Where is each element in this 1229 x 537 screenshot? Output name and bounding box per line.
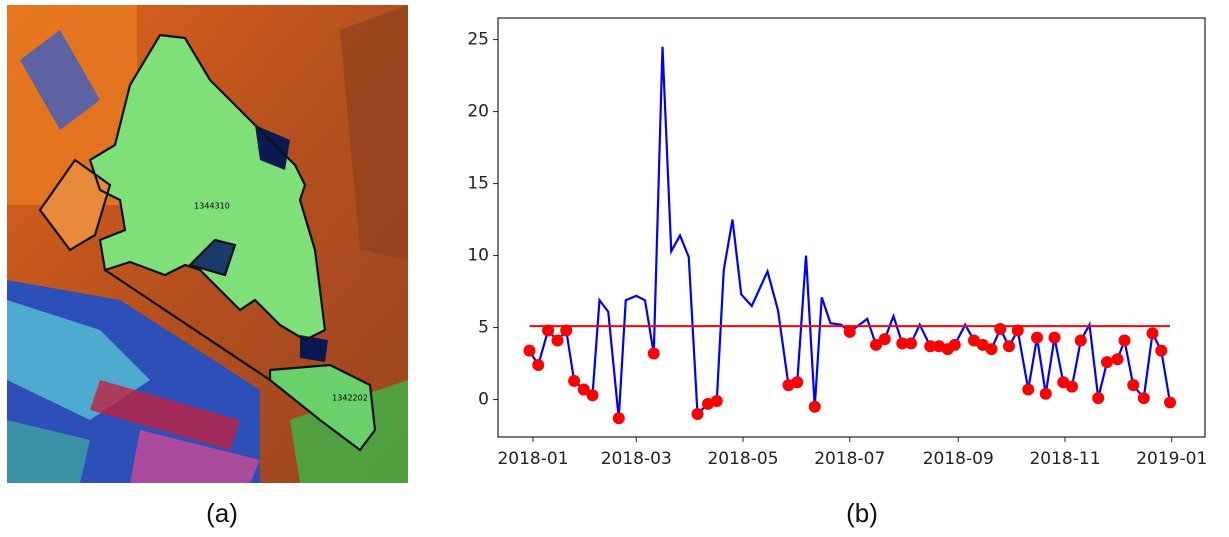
anomaly-point <box>1127 379 1140 392</box>
x-tick-label: 2018-05 <box>707 449 778 469</box>
anomaly-point <box>586 389 599 402</box>
anomaly-point <box>1092 392 1105 405</box>
anomaly-point <box>1003 340 1015 353</box>
anomaly-point <box>878 333 891 346</box>
x-tick-label: 2018-09 <box>923 449 994 469</box>
caption: (b) <box>846 498 878 528</box>
anomaly-point <box>843 325 856 338</box>
anomaly-point <box>896 337 909 350</box>
anomaly-point <box>985 343 998 356</box>
anomaly-point <box>612 412 625 425</box>
anomaly-point <box>1022 383 1035 396</box>
anomaly-point <box>791 376 804 389</box>
x-tick-label: 2018-03 <box>601 449 672 469</box>
anomaly-point <box>532 359 545 372</box>
plot-frame <box>497 17 1206 438</box>
x-tick-label: 2018-07 <box>814 449 885 469</box>
y-tick-label: 15 <box>467 174 489 194</box>
anomaly-point <box>1118 334 1131 347</box>
anomaly-point <box>1137 392 1150 405</box>
anomaly-point <box>1074 334 1087 347</box>
anomaly-point <box>710 395 723 408</box>
anomaly-point <box>1066 380 1078 393</box>
anomaly-point <box>1155 344 1168 357</box>
anomaly-point <box>1111 353 1124 366</box>
anomaly-point <box>905 337 917 350</box>
anomaly-point <box>948 338 961 351</box>
anomaly-point <box>1101 356 1113 369</box>
y-tick-label: 20 <box>467 102 489 122</box>
anomaly-point <box>924 340 937 353</box>
anomaly-point <box>808 400 821 413</box>
anomaly-point <box>870 338 882 351</box>
anomaly-point <box>560 324 573 337</box>
anomaly-point <box>691 407 704 420</box>
y-tick-label: 0 <box>478 390 489 410</box>
anomaly-point <box>551 334 564 347</box>
line-series <box>528 46 1172 419</box>
anomaly-point <box>1048 331 1061 344</box>
y-tick-label: 10 <box>467 246 489 266</box>
anomaly-point <box>647 347 660 360</box>
x-tick-label: 2018-01 <box>497 449 568 469</box>
anomaly-point <box>1164 396 1176 409</box>
caption: (a) <box>206 498 238 528</box>
parcel-label: 1342202 <box>332 394 368 403</box>
anomaly-point <box>1011 324 1024 337</box>
y-tick-label: 5 <box>478 318 489 338</box>
anomaly-point <box>1031 331 1043 344</box>
parcel-label: 1344310 <box>194 202 230 211</box>
anomaly-point <box>542 324 555 337</box>
satellite-image: 1344310 1342202 <box>7 5 408 483</box>
y-tick-label: 25 <box>467 30 489 50</box>
anomaly-point <box>1146 327 1159 340</box>
anomaly-point <box>577 383 590 396</box>
x-tick-label: 2018-11 <box>1029 449 1100 469</box>
x-tick-label: 2019-01 <box>1136 449 1207 469</box>
anomaly-point <box>523 344 536 357</box>
anomaly-point <box>1039 387 1052 400</box>
anomaly-point <box>994 323 1007 336</box>
anomaly-point <box>568 374 581 387</box>
